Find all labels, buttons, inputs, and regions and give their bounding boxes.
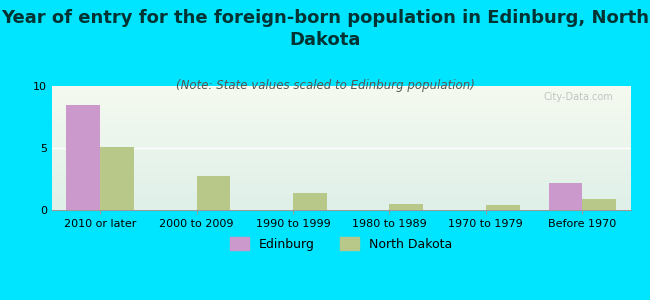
Text: Year of entry for the foreign-born population in Edinburg, North
Dakota: Year of entry for the foreign-born popul… [1, 9, 649, 49]
Bar [66, 105, 100, 210]
Text: (Note: State values scaled to Edinburg population): (Note: State values scaled to Edinburg p… [176, 80, 474, 92]
Text: City-Data.com: City-Data.com [543, 92, 613, 102]
Bar [486, 205, 519, 210]
Bar [549, 183, 582, 210]
Bar [389, 204, 423, 210]
Bar [582, 199, 616, 210]
Bar [293, 193, 327, 210]
Bar [100, 146, 134, 210]
Legend: Edinburg, North Dakota: Edinburg, North Dakota [226, 232, 457, 256]
Bar [196, 176, 230, 210]
